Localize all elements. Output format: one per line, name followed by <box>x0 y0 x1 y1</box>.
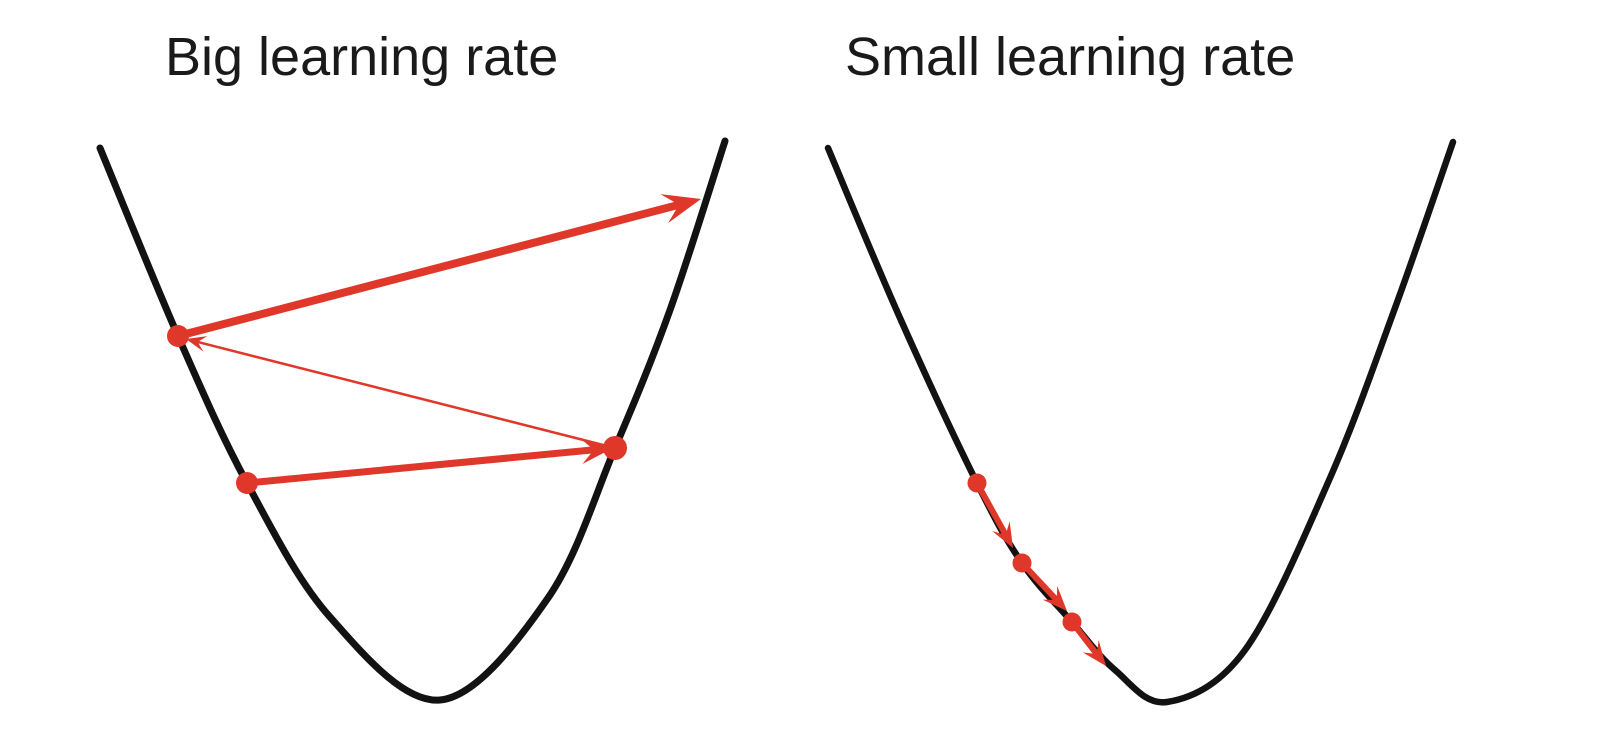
arrow-shaft <box>194 340 617 450</box>
step-point-dot <box>1012 553 1032 573</box>
gradient-step-arrow <box>186 336 617 450</box>
step-point-dot <box>967 473 987 493</box>
arrow-head <box>1082 640 1106 666</box>
step-point-dot <box>167 325 189 347</box>
arrow-shaft <box>174 199 687 340</box>
arrow-head <box>992 521 1013 548</box>
step-point-dot <box>236 472 258 494</box>
arrow-head <box>1042 585 1067 611</box>
arrow-head <box>579 438 613 464</box>
arrow-shaft <box>974 480 1010 541</box>
step-point-dot <box>603 436 627 460</box>
arrow-shaft <box>243 446 601 487</box>
arrow-head <box>660 194 701 224</box>
loss-curve <box>96 137 729 704</box>
gradient-step-arrow <box>1019 560 1067 611</box>
panel-small-learning-rate <box>824 138 1457 706</box>
loss-curve <box>824 138 1457 706</box>
gradient-step-arrow <box>243 438 613 487</box>
gradient-step-arrow <box>974 480 1013 548</box>
step-point-dot <box>1062 612 1082 632</box>
gradient-step-arrow <box>174 194 701 340</box>
arrow-head <box>186 336 208 352</box>
panel-big-learning-rate <box>96 137 729 704</box>
panel-title-big-learning-rate: Big learning rate <box>165 27 559 87</box>
panel-title-small-learning-rate: Small learning rate <box>845 27 1296 87</box>
